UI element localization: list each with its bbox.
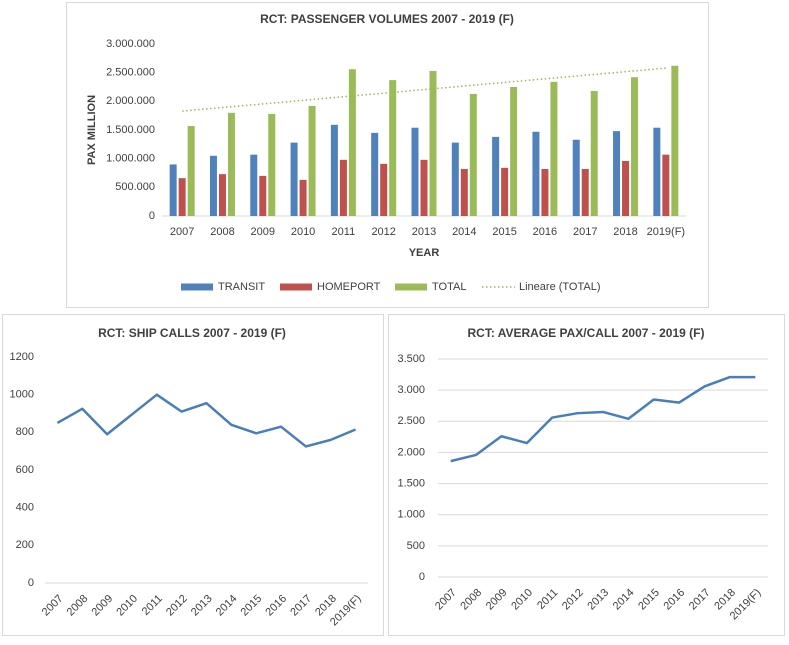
bar — [227, 112, 235, 216]
legend-label: HOMEPORT — [317, 281, 381, 293]
line-series — [182, 67, 666, 112]
bar — [572, 139, 580, 216]
chart-title: RCT: SHIP CALLS 2007 - 2019 (F) — [98, 326, 286, 340]
y-tick-label: 1000 — [10, 389, 34, 401]
legend-swatch — [181, 283, 213, 291]
x-tick-label: 2016 — [533, 226, 557, 238]
bar — [169, 164, 177, 216]
y-tick-label: 2.500 — [397, 415, 425, 427]
bar — [501, 167, 509, 216]
bar — [250, 154, 258, 216]
y-tick-label: 1200 — [10, 351, 34, 363]
y-tick-label: 500.000 — [115, 181, 155, 193]
chart-title: RCT: AVERAGE PAX/CALL 2007 - 2019 (F) — [468, 326, 705, 340]
chart-title: RCT: PASSENGER VOLUMES 2007 - 2019 (F) — [260, 12, 514, 26]
x-tick-label: 2015 — [492, 226, 516, 238]
x-tick-label: 2014 — [452, 226, 476, 238]
y-tick-label: 500 — [407, 540, 425, 552]
bar — [187, 125, 195, 216]
bar — [622, 160, 630, 216]
bar — [590, 91, 598, 216]
line-series — [56, 393, 357, 448]
y-tick-label: 400 — [16, 502, 34, 514]
line-series — [450, 375, 756, 463]
bar — [330, 124, 338, 216]
bar — [662, 154, 670, 216]
bar — [218, 174, 226, 216]
x-tick-label: 2010 — [291, 226, 315, 238]
x-tick-label: 2017 — [573, 226, 597, 238]
x-tick-label: 2013 — [412, 226, 436, 238]
bar — [541, 168, 549, 216]
bar — [492, 136, 500, 216]
bar — [209, 155, 217, 216]
x-tick-label: 2011 — [332, 226, 356, 238]
y-tick-label: 600 — [16, 464, 34, 476]
y-tick-label: 2.000 — [397, 446, 425, 458]
bar — [671, 65, 679, 216]
bar — [653, 127, 661, 216]
y-tick-label: 0 — [149, 210, 155, 222]
bar — [299, 179, 307, 216]
legend-label: TOTAL — [432, 281, 466, 293]
x-tick-label: 2012 — [371, 226, 395, 238]
bar — [631, 77, 639, 217]
y-tick-label: 1.500 — [397, 477, 425, 489]
bar — [259, 175, 267, 216]
y-tick-label: 3.000.000 — [106, 38, 155, 50]
bar — [411, 127, 419, 216]
bar — [290, 142, 298, 216]
bar — [451, 142, 459, 216]
legend-label: TRANSIT — [218, 281, 265, 293]
x-tick-label: 2007 — [170, 226, 194, 238]
bar — [532, 131, 540, 216]
bar — [389, 80, 397, 217]
y-tick-label: 1.000 — [397, 509, 425, 521]
bar — [380, 163, 388, 216]
y-tick-label: 3.000 — [397, 384, 425, 396]
legend-swatch — [280, 283, 312, 291]
bar — [429, 70, 437, 217]
y-tick-label: 1.000.000 — [106, 153, 155, 165]
y-tick-label: 0 — [419, 571, 425, 583]
bar — [178, 178, 186, 216]
bar — [420, 159, 428, 216]
panel — [2, 314, 384, 636]
panel — [388, 314, 785, 636]
y-tick-label: 2.000.000 — [106, 95, 155, 107]
x-axis-label: YEAR — [409, 247, 440, 259]
x-tick-label: 2019(F) — [647, 226, 686, 238]
bar — [613, 131, 621, 216]
bar — [460, 168, 468, 216]
legend-swatch — [395, 283, 427, 291]
bar — [348, 69, 356, 216]
x-tick-label: 2009 — [251, 226, 275, 238]
panel — [66, 2, 709, 308]
bar — [550, 81, 558, 216]
y-tick-label: 3.500 — [397, 353, 425, 365]
y-tick-label: 0 — [28, 577, 34, 589]
bar — [308, 105, 316, 216]
y-axis-label: PAX MILLION — [86, 95, 98, 165]
y-tick-label: 2.500.000 — [106, 67, 155, 79]
bar — [510, 87, 518, 216]
bar — [339, 159, 347, 216]
x-tick-label: 2008 — [210, 226, 234, 238]
bar — [371, 132, 379, 216]
bar — [581, 168, 589, 216]
y-tick-label: 800 — [16, 426, 34, 438]
x-tick-label: 2018 — [613, 226, 637, 238]
bar — [268, 113, 276, 216]
y-tick-label: 1.500.000 — [106, 124, 155, 136]
bar — [469, 93, 477, 216]
legend-label: Lineare (TOTAL) — [519, 281, 601, 293]
y-tick-label: 200 — [16, 539, 34, 551]
